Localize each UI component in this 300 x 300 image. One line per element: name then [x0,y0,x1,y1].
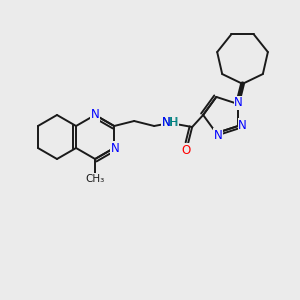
Text: H: H [169,116,178,130]
Text: NH: NH [161,116,179,130]
Text: N: N [91,108,100,121]
Text: CH₃: CH₃ [85,174,105,184]
Text: O: O [182,143,191,157]
Text: N: N [238,119,247,132]
Text: N: N [214,129,223,142]
Text: N: N [234,96,243,109]
Text: N: N [111,142,119,154]
Text: N: N [162,116,171,130]
